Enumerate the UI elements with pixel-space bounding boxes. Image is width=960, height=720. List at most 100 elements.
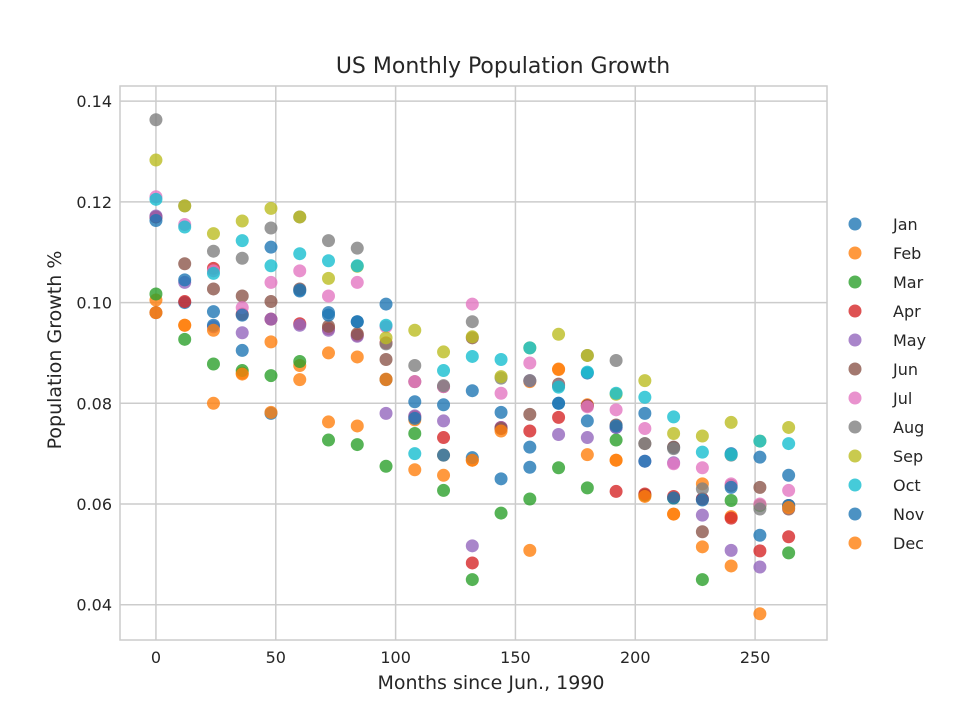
data-point [178, 273, 192, 287]
x-tick-label: 200 [620, 648, 651, 667]
data-point [580, 348, 594, 362]
data-point [264, 201, 278, 215]
data-point [552, 380, 566, 394]
data-point [667, 410, 681, 424]
data-point [322, 433, 336, 447]
data-points [149, 113, 796, 621]
series-dec [149, 306, 796, 621]
legend-marker [848, 391, 862, 405]
data-point [609, 419, 623, 433]
data-point [552, 428, 566, 442]
data-point [379, 459, 393, 473]
data-point [494, 424, 508, 438]
data-point [667, 427, 681, 441]
y-tick-label: 0.08 [76, 394, 112, 413]
x-axis-label: Months since Jun., 1990 [377, 672, 604, 694]
data-point [552, 396, 566, 410]
data-point [580, 400, 594, 414]
data-point [465, 539, 479, 553]
data-point [695, 573, 709, 587]
data-point [379, 352, 393, 366]
data-point [264, 335, 278, 349]
y-axis-label: Population Growth % [44, 251, 66, 450]
legend-marker [848, 362, 862, 376]
data-point [149, 213, 163, 227]
grid-lines [120, 86, 827, 640]
data-point [149, 192, 163, 206]
legend-marker [848, 478, 862, 492]
data-point [206, 323, 220, 337]
legend-label: Dec [893, 534, 924, 553]
data-point [322, 415, 336, 429]
legend-label: Oct [893, 476, 921, 495]
data-point [235, 308, 249, 322]
data-point [695, 508, 709, 522]
data-point [178, 295, 192, 309]
data-point [264, 275, 278, 289]
data-point [638, 454, 652, 468]
legend-item: Mar [848, 273, 924, 292]
x-tick-label: 0 [151, 648, 161, 667]
data-point [465, 453, 479, 467]
legend-marker [848, 536, 862, 550]
data-point [753, 544, 767, 558]
data-point [724, 448, 738, 462]
data-point [322, 289, 336, 303]
data-point [782, 437, 796, 451]
legend-marker [848, 304, 862, 318]
data-point [465, 573, 479, 587]
data-point [322, 346, 336, 360]
data-point [465, 297, 479, 311]
data-point [235, 251, 249, 265]
data-point [178, 257, 192, 271]
data-point [293, 373, 307, 387]
data-point [753, 450, 767, 464]
legend-marker [848, 275, 862, 289]
data-point [724, 543, 738, 557]
data-point [379, 406, 393, 420]
data-point [235, 214, 249, 228]
data-point [437, 364, 451, 378]
data-point [235, 289, 249, 303]
data-point [293, 354, 307, 368]
data-point [523, 440, 537, 454]
data-point [609, 453, 623, 467]
data-point [667, 457, 681, 471]
data-point [350, 259, 364, 273]
data-point [724, 559, 738, 573]
data-point [408, 411, 422, 425]
data-point [437, 483, 451, 497]
legend-item: Sep [848, 447, 923, 466]
data-point [609, 484, 623, 498]
data-point [293, 247, 307, 261]
legend: Jan Feb Mar Apr May Jun Jul Aug Sep Oct Nov Dec [848, 215, 926, 553]
data-point [552, 410, 566, 424]
data-point [782, 530, 796, 544]
legend-item: Jun [848, 360, 918, 379]
data-point [293, 210, 307, 224]
data-point [408, 323, 422, 337]
legend-label: Jan [892, 215, 918, 234]
data-point [695, 493, 709, 507]
data-point [293, 264, 307, 278]
data-point [609, 403, 623, 417]
series-oct [149, 192, 796, 462]
data-point [149, 306, 163, 320]
data-point [149, 113, 163, 127]
data-point [350, 315, 364, 329]
series-aug [149, 113, 796, 516]
legend-marker [848, 449, 862, 463]
data-point [782, 468, 796, 482]
data-point [235, 234, 249, 248]
data-point [350, 419, 364, 433]
plot-frame [119, 85, 828, 641]
data-point [580, 365, 594, 379]
data-point [235, 326, 249, 340]
data-point [753, 434, 767, 448]
data-point [667, 507, 681, 521]
legend-label: Aug [893, 418, 924, 437]
data-point [494, 352, 508, 366]
data-point [724, 511, 738, 525]
chart-title: US Monthly Population Growth [336, 54, 670, 79]
data-point [178, 220, 192, 234]
